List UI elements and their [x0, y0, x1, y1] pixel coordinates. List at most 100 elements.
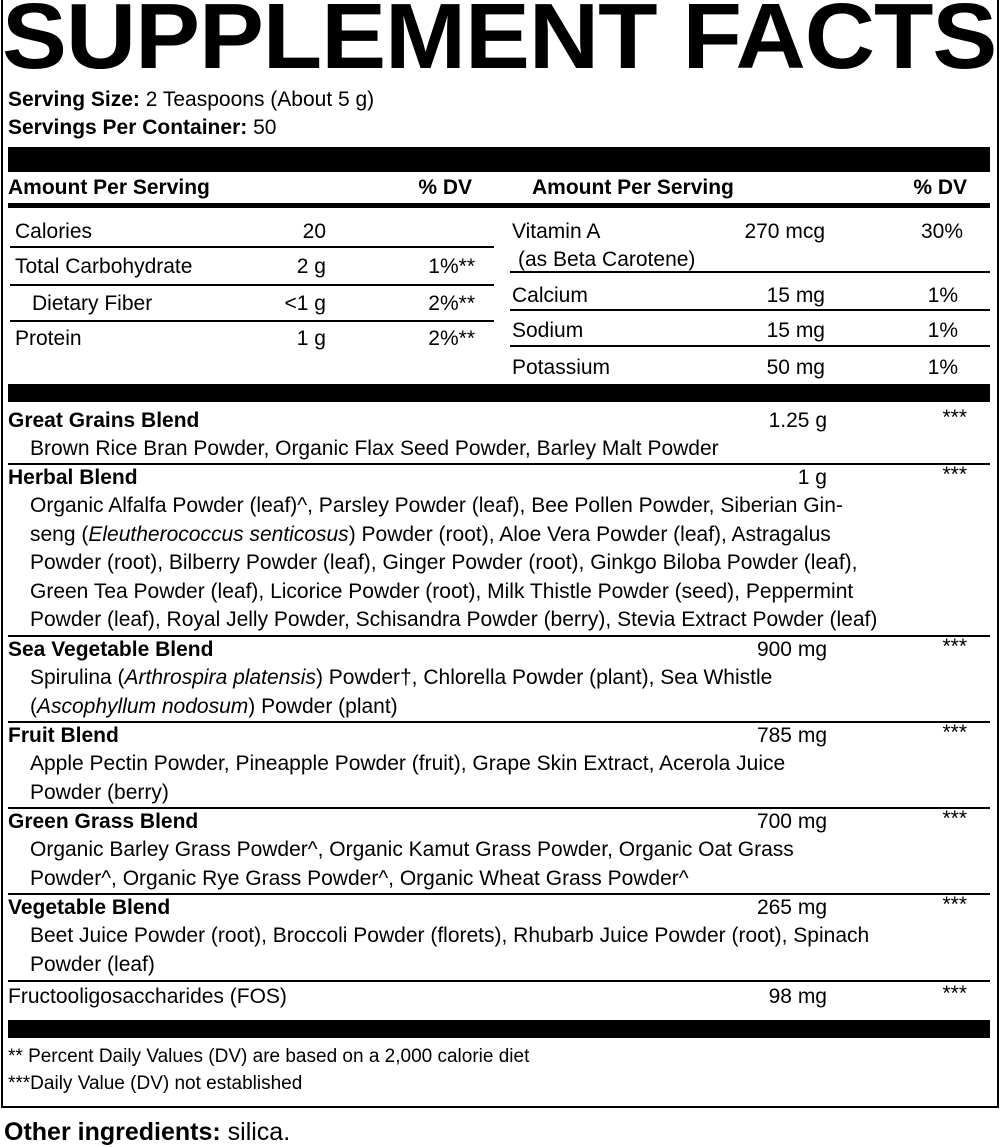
ingredient-text: Organic Alfalfa Powder (leaf)^, Parsley … — [30, 494, 843, 517]
nutrient-amount: 15 mg — [766, 319, 825, 342]
blend-ingredients-line: (Ascophyllum nodosum) Powder (plant) — [30, 695, 398, 719]
blend-dv: *** — [942, 982, 967, 1005]
ingredient-text: Powder^, Organic Rye Grass Powder^, Orga… — [30, 866, 689, 890]
nutrient-name: Sodium — [512, 319, 584, 342]
footnote: ** Percent Daily Values (DV) are based o… — [8, 1046, 530, 1067]
other-ingredients: Other ingredients: silica. — [4, 1117, 290, 1147]
nutrient-dv: 1% — [927, 284, 958, 307]
blend-dv: *** — [942, 807, 967, 830]
blend-amount: 265 mg — [756, 896, 827, 919]
nutrient-amount: 15 mg — [766, 284, 825, 307]
blend-name: Vegetable Blend — [8, 896, 171, 919]
ingredient-text: ( — [30, 694, 37, 718]
nutrient-amount: 1 g — [296, 327, 326, 350]
serving-size-label: Serving Size: — [8, 88, 140, 111]
blend-ingredients-line: Brown Rice Bran Powder, Organic Flax See… — [30, 437, 719, 461]
blend-ingredients-line: Spirulina (Arthrospira platensis) Powder… — [30, 666, 772, 690]
nutrient-subtext: (as Beta Carotene) — [518, 248, 696, 271]
latin-name: Eleutherococcus senticosus — [88, 522, 349, 546]
nutrient-name: Dietary Fiber — [32, 292, 153, 315]
blend-ingredients-line: Powder (root), Bilberry Powder (leaf), G… — [30, 551, 858, 575]
blend-name: Fructooligosaccharides (FOS) — [8, 985, 287, 1008]
ingredient-text: seng ( — [30, 522, 89, 546]
divider-bar — [8, 1020, 990, 1038]
ingredient-text: Organic Barley Grass Powder^, Organic Ka… — [30, 838, 794, 861]
blend-name: Green Grass Blend — [8, 810, 199, 833]
row-divider — [10, 246, 494, 248]
blend-divider — [8, 980, 990, 982]
divider-bar — [8, 384, 990, 402]
blend-divider — [8, 807, 990, 809]
nutrient-amount: 50 mg — [766, 356, 825, 379]
header-dv-left: % DV — [418, 176, 472, 199]
row-divider — [510, 309, 990, 311]
blend-dv: *** — [942, 463, 967, 486]
blend-ingredients-line: Apple Pectin Powder, Pineapple Powder (f… — [30, 752, 785, 776]
blend-ingredients-line: Powder^, Organic Rye Grass Powder^, Orga… — [30, 867, 689, 891]
blend-dv: *** — [942, 721, 967, 744]
blend-dv: *** — [942, 893, 967, 916]
ingredient-text: ) Powder (root), Aloe Vera Powder (leaf)… — [348, 522, 831, 546]
blend-name: Fruit Blend — [8, 724, 119, 747]
ingredient-text: Spirulina ( — [30, 666, 125, 689]
row-divider — [510, 345, 990, 347]
ingredient-text: Apple Pectin Powder, Pineapple Powder (f… — [30, 752, 786, 775]
ingredient-text: Beet Juice Powder (root), Broccoli Powde… — [30, 924, 870, 947]
ingredient-text: Powder (berry) — [30, 780, 169, 804]
blend-dv: *** — [942, 635, 967, 658]
serving-size: Serving Size: 2 Teaspoons (About 5 g) — [8, 88, 374, 112]
row-divider — [510, 271, 990, 273]
blend-ingredients-line: Organic Barley Grass Powder^, Organic Ka… — [30, 838, 794, 862]
nutrient-name: Calcium — [512, 284, 588, 307]
nutrient-dv: 2%** — [428, 327, 475, 350]
blend-divider — [8, 721, 990, 723]
nutrient-dv: 1% — [927, 356, 958, 379]
nutrient-amount: 20 — [302, 220, 326, 243]
blend-divider — [8, 463, 990, 465]
servings-label: Servings Per Container: — [8, 116, 248, 139]
servings-value: 50 — [253, 116, 277, 139]
ingredient-text: Brown Rice Bran Powder, Organic Flax See… — [30, 437, 719, 460]
blend-ingredients-line: seng (Eleutherococcus senticosus) Powder… — [30, 523, 831, 547]
blend-ingredients-line: Organic Alfalfa Powder (leaf)^, Parsley … — [30, 494, 843, 518]
divider-bar — [8, 147, 990, 172]
blend-divider — [8, 893, 990, 895]
nutrient-amount: 2 g — [296, 255, 326, 278]
nutrient-dv: 30% — [920, 220, 963, 243]
ingredient-text: Powder (leaf) — [30, 952, 155, 976]
blend-amount: 700 mg — [756, 810, 827, 833]
blend-ingredients-line: Powder (leaf) — [30, 953, 155, 977]
serving-size-value: 2 Teaspoons (About 5 g) — [145, 88, 375, 111]
blend-amount: 900 mg — [756, 638, 827, 661]
servings-per-container: Servings Per Container: 50 — [8, 116, 276, 140]
ingredient-text: Powder (leaf), Royal Jelly Powder, Schis… — [30, 608, 878, 631]
nutrient-name: Vitamin A — [512, 220, 601, 243]
ingredient-text: Green Tea Powder (leaf), Licorice Powder… — [30, 579, 854, 603]
row-divider — [10, 320, 494, 322]
other-ingredients-label: Other ingredients: — [4, 1118, 221, 1146]
blend-name: Great Grains Blend — [8, 409, 200, 432]
blend-ingredients-line: Powder (berry) — [30, 781, 169, 805]
blend-divider — [8, 635, 990, 637]
footnote: ***Daily Value (DV) not established — [8, 1073, 303, 1094]
latin-name: Arthrospira platensis — [124, 666, 316, 689]
header-rule — [8, 203, 990, 208]
nutrient-dv: 1%** — [428, 255, 475, 278]
nutrient-dv: 1% — [927, 319, 958, 342]
blend-amount: 1.25 g — [768, 409, 827, 432]
blend-amount: 785 mg — [756, 724, 827, 747]
row-divider — [10, 284, 494, 286]
nutrient-amount: 270 mcg — [744, 220, 825, 243]
blend-amount: 98 mg — [768, 985, 827, 1008]
header-dv-right: % DV — [913, 176, 967, 199]
nutrient-name: Calories — [15, 220, 93, 243]
nutrient-amount: <1 g — [284, 292, 326, 315]
blend-amount: 1 g — [797, 466, 827, 489]
blend-dv: *** — [942, 406, 967, 429]
facts-frame — [1, 0, 999, 1108]
blend-name: Herbal Blend — [8, 466, 138, 489]
ingredient-text: ) Powder (plant) — [248, 694, 398, 718]
blend-name: Sea Vegetable Blend — [8, 638, 214, 661]
nutrient-name: Protein — [15, 327, 82, 350]
latin-name: Ascophyllum nodosum — [37, 694, 249, 718]
